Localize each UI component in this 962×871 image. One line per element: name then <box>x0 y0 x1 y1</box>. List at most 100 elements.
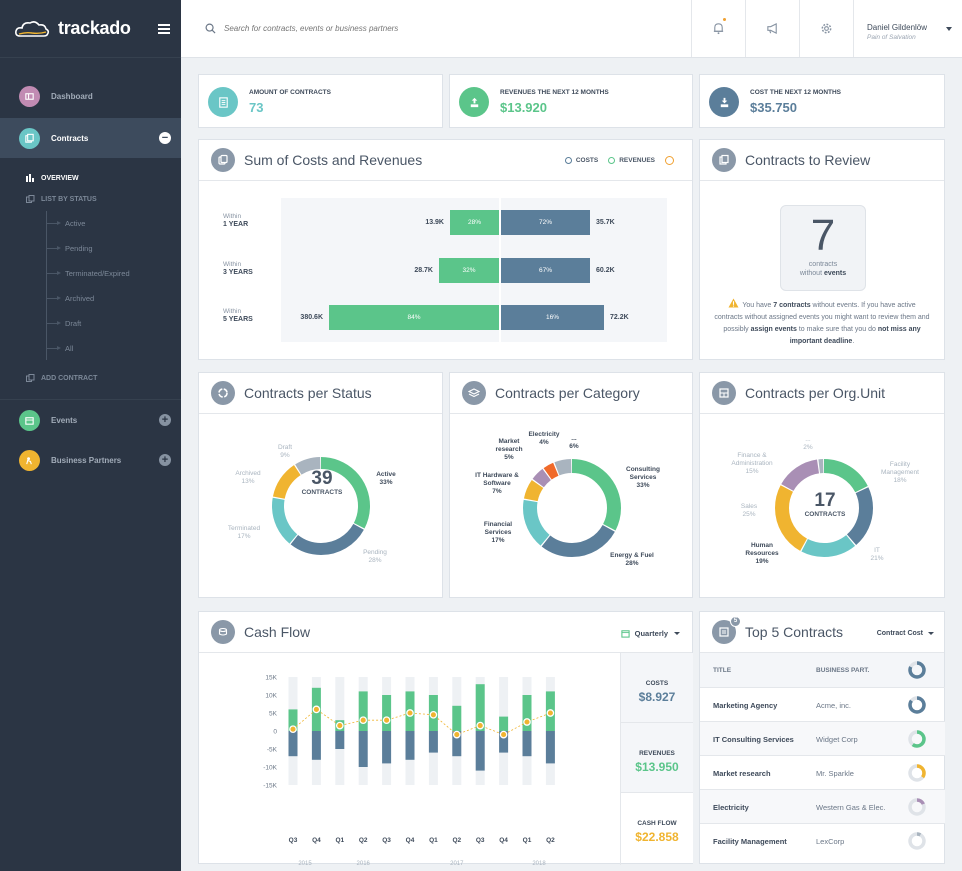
card-title: Cash Flow <box>244 624 311 640</box>
contract-title[interactable]: Facility Management <box>713 837 787 846</box>
contract-title[interactable]: Marketing Agency <box>713 701 778 710</box>
status-link-archived[interactable]: Archived <box>47 286 181 311</box>
status-link-terminated[interactable]: Terminated/Expired <box>47 261 181 286</box>
revenue-bar[interactable] <box>475 684 485 731</box>
subnav-add-contract[interactable]: ADD CONTRACT <box>26 374 181 382</box>
donut-slice[interactable] <box>272 457 370 555</box>
table-row[interactable]: IT Consulting Services Widget Corp <box>700 721 945 755</box>
cost-bar[interactable] <box>475 731 485 771</box>
status-link-pending[interactable]: Pending <box>47 236 181 261</box>
donut-slice[interactable] <box>272 457 370 555</box>
sort-select-value: Contract Cost <box>876 630 923 637</box>
collapse-icon[interactable]: − <box>159 132 171 144</box>
status-link-active[interactable]: Active <box>47 211 181 236</box>
cost-bar[interactable] <box>335 731 345 749</box>
menu-toggle-icon[interactable] <box>158 24 170 34</box>
revenue-bar[interactable] <box>358 691 368 731</box>
donut-slice[interactable] <box>523 459 621 557</box>
sidebar-item-contracts[interactable]: Contracts − <box>0 118 181 158</box>
cashflow-point[interactable] <box>312 705 321 714</box>
cashflow-point[interactable] <box>359 716 368 725</box>
cost-bar[interactable] <box>545 731 555 764</box>
summary-revenues: REVENUES $13.950 <box>621 723 693 793</box>
donut-slice[interactable] <box>775 459 873 557</box>
donut-slice[interactable] <box>523 459 621 557</box>
revenue-bar[interactable] <box>499 716 509 731</box>
donut-slice[interactable] <box>775 459 873 557</box>
notifications-button[interactable] <box>691 0 745 57</box>
contract-title[interactable]: Market research <box>713 769 771 778</box>
cashflow-point[interactable] <box>289 725 297 734</box>
cost-bar[interactable] <box>452 731 462 757</box>
cost-bar[interactable] <box>358 731 368 767</box>
cashflow-point[interactable] <box>452 730 461 739</box>
search-input[interactable] <box>224 24 524 33</box>
table-row[interactable]: Marketing Agency Acme, inc. <box>700 687 945 721</box>
subnav-overview[interactable]: OVERVIEW <box>26 172 181 184</box>
cashflow-point[interactable] <box>335 721 344 730</box>
donut-label: Pending 28% <box>363 549 387 564</box>
contracts-icon <box>19 127 40 149</box>
cost-bar[interactable]: 16% <box>501 305 604 330</box>
announcements-button[interactable] <box>745 0 799 57</box>
revenue-bar[interactable]: 32% <box>439 258 499 283</box>
cost-bar[interactable]: 72% <box>501 210 590 235</box>
revenue-bar[interactable] <box>452 705 462 731</box>
sidebar-item-business-partners[interactable]: Business Partners + <box>0 440 181 480</box>
cost-bar[interactable]: 67% <box>501 258 590 283</box>
subnav-list-by-status[interactable]: LIST BY STATUS <box>26 193 181 205</box>
table-row[interactable]: Facility Management LexCorp <box>700 823 945 857</box>
donut-slice[interactable] <box>775 459 873 557</box>
donut-slice[interactable] <box>775 459 873 557</box>
contract-title[interactable]: Electricity <box>713 803 749 812</box>
donut-slice[interactable] <box>272 457 370 555</box>
cost-bar[interactable] <box>522 731 532 757</box>
revenue-bar[interactable] <box>522 695 532 731</box>
revenue-bar[interactable]: 28% <box>450 210 499 235</box>
cost-bar[interactable] <box>405 731 415 760</box>
legend-revenues[interactable]: REVENUES <box>608 157 655 164</box>
status-link-all[interactable]: All <box>47 336 181 361</box>
business-partner[interactable]: Widget Corp <box>816 735 858 744</box>
x-tick-label: Q1 <box>523 837 532 844</box>
legend-costs[interactable]: COSTS <box>564 157 598 164</box>
cashflow-point[interactable] <box>523 718 531 726</box>
donut-slice[interactable] <box>523 459 621 557</box>
cost-bar[interactable] <box>428 731 438 753</box>
x-tick-label: Q4 <box>406 837 415 844</box>
cashflow-point[interactable] <box>546 709 555 717</box>
currency-icon[interactable] <box>665 156 678 165</box>
business-partner[interactable]: Western Gas & Elec. <box>816 803 886 812</box>
megaphone-icon <box>767 22 777 35</box>
x-tick-label: Q3 <box>476 837 485 844</box>
sidebar-item-events[interactable]: Events + <box>0 400 181 440</box>
cost-bar[interactable] <box>382 731 392 764</box>
business-partner[interactable]: Acme, inc. <box>816 701 852 710</box>
cost-bar[interactable] <box>499 731 509 753</box>
cashflow-point[interactable] <box>499 730 508 739</box>
user-menu[interactable]: Daniel Gildenlöw Pain of Salvation <box>853 0 962 57</box>
cashflow-point[interactable] <box>429 710 438 719</box>
revenue-bar[interactable] <box>288 709 298 731</box>
revenue-bar[interactable] <box>382 695 392 731</box>
cashflow-point[interactable] <box>476 721 485 730</box>
business-partner[interactable]: LexCorp <box>816 837 845 846</box>
status-link-draft[interactable]: Draft <box>47 311 181 336</box>
revenue-bar[interactable]: 84% <box>329 305 499 330</box>
table-row[interactable]: Market research Mr. Sparkle <box>700 755 945 789</box>
expand-icon[interactable]: + <box>159 454 171 466</box>
period-select[interactable]: Quarterly <box>621 629 680 638</box>
business-partner[interactable]: Mr. Sparkle <box>816 769 854 778</box>
sort-select[interactable]: Contract Cost <box>877 630 934 637</box>
cost-bar[interactable] <box>288 731 298 757</box>
contract-title[interactable]: IT Consulting Services <box>713 735 794 744</box>
review-count-box[interactable]: 7 contracts without events <box>780 205 866 291</box>
cost-bar[interactable] <box>311 731 321 760</box>
cashflow-point[interactable] <box>406 709 414 717</box>
table-row[interactable]: Electricity Western Gas & Elec. <box>700 789 945 823</box>
donut-label: Market research 5% <box>495 438 522 461</box>
expand-icon[interactable]: + <box>159 414 171 426</box>
settings-button[interactable] <box>799 0 853 57</box>
sidebar-item-dashboard[interactable]: Dashboard <box>0 76 181 116</box>
cashflow-point[interactable] <box>382 716 391 725</box>
